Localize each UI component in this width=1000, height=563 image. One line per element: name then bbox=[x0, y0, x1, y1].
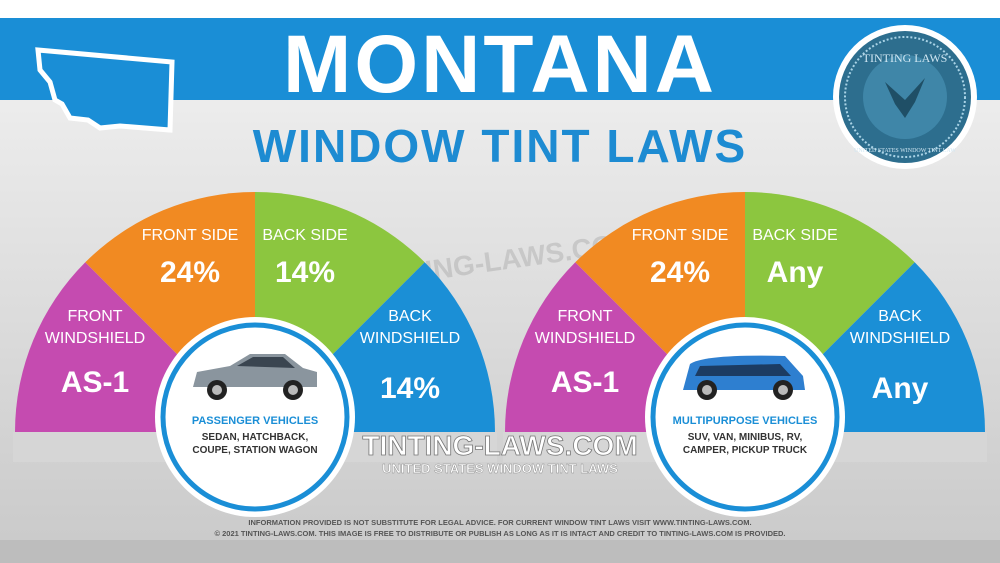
svg-text:UNITED STATES WINDOW TINT LAW: UNITED STATES WINDOW TINT LAW bbox=[854, 148, 956, 154]
footer-copyright: © 2021 TINTING-LAWS.COM. THIS IMAGE IS F… bbox=[215, 529, 786, 538]
front-windshield-label: WINDSHIELD bbox=[535, 330, 635, 347]
vehicle-badge bbox=[155, 317, 355, 517]
footer-disclaimer: INFORMATION PROVIDED IS NOT SUBSTITUTE F… bbox=[248, 518, 751, 527]
site-tagline: UNITED STATES WINDOW TINT LAWS bbox=[382, 461, 618, 476]
back-windshield-value: Any bbox=[872, 372, 929, 405]
top-strip bbox=[0, 0, 1000, 18]
back-windshield-label: BACK bbox=[388, 308, 432, 325]
vehicle-types: SEDAN, HATCHBACK, bbox=[202, 432, 309, 443]
passenger-vehicles-gauge: FRONT WINDSHIELD AS-1 FRONT SIDE 24% BACK SID… bbox=[13, 192, 497, 517]
vehicle-types: COUPE, STATION WAGON bbox=[192, 445, 317, 456]
page-title: MONTANA bbox=[283, 19, 717, 110]
back-side-label: BACK SIDE bbox=[262, 227, 347, 244]
back-side-label: BACK SIDE bbox=[752, 227, 837, 244]
front-side-value: 24% bbox=[650, 256, 710, 289]
front-side-label: FRONT SIDE bbox=[142, 227, 239, 244]
bottom-band bbox=[0, 540, 1000, 563]
front-side-label: FRONT SIDE bbox=[632, 227, 729, 244]
vehicle-types: SUV, VAN, MINIBUS, RV, bbox=[688, 432, 803, 443]
back-side-value: Any bbox=[767, 256, 824, 289]
multipurpose-vehicles-gauge: FRONT WINDSHIELD AS-1 FRONT SIDE 24% BACK SID… bbox=[503, 192, 987, 517]
front-windshield-label: WINDSHIELD bbox=[45, 330, 145, 347]
back-windshield-label: BACK bbox=[878, 308, 922, 325]
back-side-value: 14% bbox=[275, 256, 335, 289]
vehicle-badge-ring bbox=[160, 322, 350, 512]
vehicle-category-title: MULTIPURPOSE VEHICLES bbox=[673, 415, 818, 427]
front-side-value: 24% bbox=[160, 256, 220, 289]
front-windshield-value: AS-1 bbox=[61, 366, 129, 399]
back-windshield-label: WINDSHIELD bbox=[360, 330, 460, 347]
page-subtitle: WINDOW TINT LAWS bbox=[253, 120, 747, 172]
svg-text:TINTING LAWS: TINTING LAWS bbox=[863, 51, 948, 65]
suv-icon bbox=[683, 355, 805, 400]
vehicle-category-title: PASSENGER VEHICLES bbox=[192, 415, 318, 427]
site-name: TINTING-LAWS.COM bbox=[362, 430, 637, 461]
sedan-icon bbox=[193, 354, 317, 400]
front-windshield-label: FRONT bbox=[557, 308, 612, 325]
back-windshield-value: 14% bbox=[380, 372, 440, 405]
back-windshield-label: WINDSHIELD bbox=[850, 330, 950, 347]
front-windshield-label: FRONT bbox=[67, 308, 122, 325]
montana-state-icon bbox=[35, 47, 175, 133]
front-windshield-value: AS-1 bbox=[551, 366, 619, 399]
vehicle-types: CAMPER, PICKUP TRUCK bbox=[683, 445, 808, 456]
tinting-laws-seal-logo: TINTING LAWS UNITED STATES WINDOW TINT L… bbox=[833, 25, 977, 169]
vehicle-badge-ring bbox=[650, 322, 840, 512]
